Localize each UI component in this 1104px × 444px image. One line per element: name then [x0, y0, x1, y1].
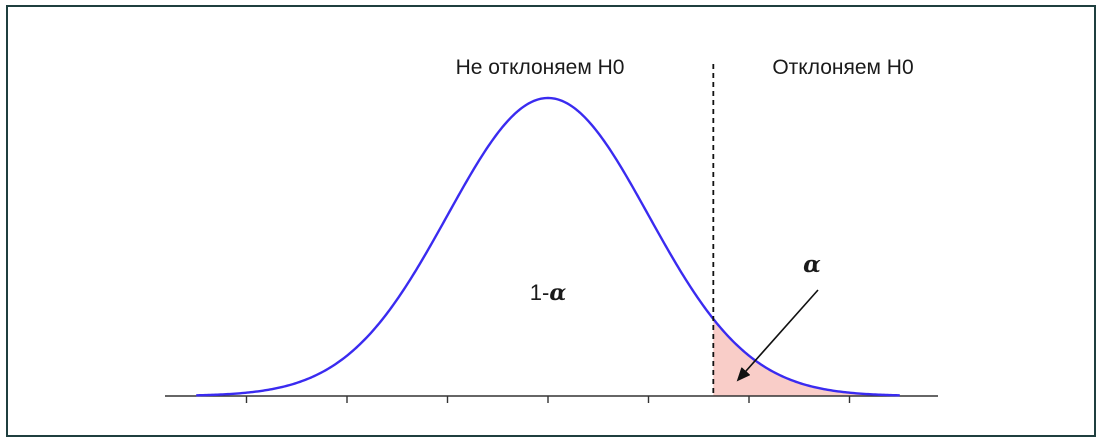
significance-level-label: α [803, 251, 821, 278]
figure-frame [6, 5, 1096, 437]
accept-region-label: Не отклоняем H0 [456, 56, 625, 79]
acceptance-probability-label: 1-α [530, 280, 567, 306]
one-minus: 1- [530, 280, 550, 305]
reject-region-label: Отклоняем H0 [772, 56, 913, 79]
alpha-symbol: α [549, 280, 566, 306]
rejection-area-fill [713, 318, 900, 396]
alpha-pointer-arrow [736, 289, 819, 382]
normal-density-curve [196, 96, 900, 397]
x-axis-ticks [245, 396, 851, 403]
